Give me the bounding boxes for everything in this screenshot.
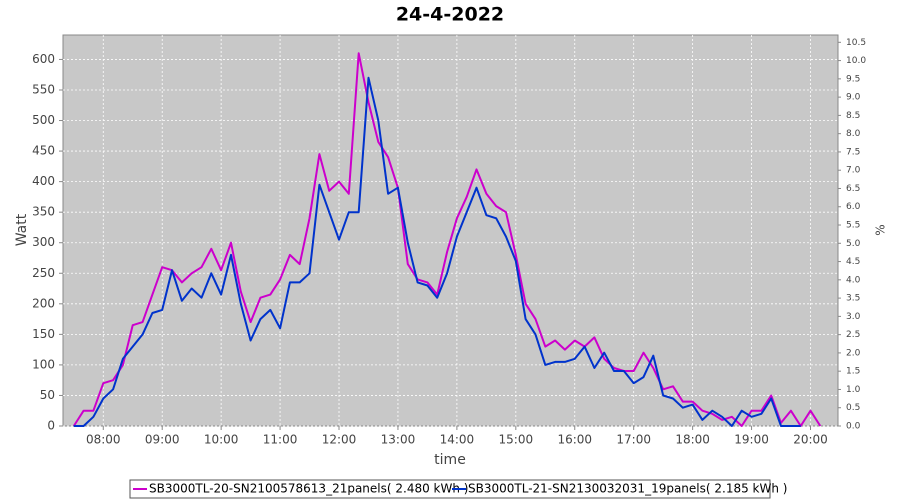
y2-tick-label: 10.5 xyxy=(846,38,866,48)
y2-tick-label: 3.0 xyxy=(846,312,861,322)
y2-tick-label: 8.0 xyxy=(846,129,861,139)
x-tick-label: 08:00 xyxy=(86,433,121,447)
series-line xyxy=(72,52,822,427)
x-tick-label: 16:00 xyxy=(557,433,592,447)
y2-tick-label: 9.5 xyxy=(846,74,860,84)
y-tick-label: 150 xyxy=(32,327,55,341)
y-tick-label: 600 xyxy=(32,52,55,66)
y2-tick-label: 3.5 xyxy=(846,294,860,304)
legend-label: SB3000TL-20-SN2100578613_21panels( 2.480… xyxy=(149,482,468,496)
x-tick-label: 17:00 xyxy=(616,433,651,447)
x-tick-label: 18:00 xyxy=(675,433,710,447)
y2-tick-label: 2.0 xyxy=(846,348,861,358)
y-tick-label: 250 xyxy=(32,266,55,280)
y-tick-label: 50 xyxy=(40,388,55,402)
y2-tick-label: 1.5 xyxy=(846,367,860,377)
chart-title: 24-4-2022 xyxy=(396,4,504,26)
x-tick-label: 13:00 xyxy=(381,433,416,447)
y2-tick-label: 0.5 xyxy=(846,403,860,413)
y-tick-label: 350 xyxy=(32,205,55,219)
x-tick-label: 14:00 xyxy=(440,433,475,447)
legend-label: SB3000TL-21-SN2130032031_19panels( 2.185… xyxy=(468,482,787,496)
x-tick-label: 15:00 xyxy=(499,433,534,447)
y2-tick-label: 4.0 xyxy=(846,275,861,285)
y2-tick-label: 6.0 xyxy=(846,202,861,212)
plot-area xyxy=(62,34,839,427)
y2-axis-label: % xyxy=(874,224,888,235)
y2-tick-label: 1.0 xyxy=(846,385,861,395)
y2-tick-label: 6.5 xyxy=(846,184,860,194)
series-line xyxy=(73,76,801,427)
y-tick-label: 0 xyxy=(47,419,55,433)
y2-tick-label: 5.0 xyxy=(846,239,861,249)
y2-tick-label: 10.0 xyxy=(846,56,866,66)
x-tick-label: 09:00 xyxy=(145,433,180,447)
y-tick-label: 500 xyxy=(32,113,55,127)
y2-tick-label: 8.5 xyxy=(846,111,860,121)
y2-tick-label: 4.5 xyxy=(846,257,860,267)
y-tick-label: 200 xyxy=(32,296,55,310)
x-tick-label: 12:00 xyxy=(322,433,357,447)
y-tick-label: 300 xyxy=(32,235,55,249)
x-tick-label: 20:00 xyxy=(793,433,828,447)
y-tick-label: 450 xyxy=(32,144,55,158)
y-tick-label: 400 xyxy=(32,174,55,188)
y2-tick-label: 7.5 xyxy=(846,147,860,157)
x-tick-label: 11:00 xyxy=(263,433,298,447)
y-tick-label: 100 xyxy=(32,357,55,371)
x-axis-label: time xyxy=(434,452,466,468)
x-tick-label: 19:00 xyxy=(734,433,769,447)
legend xyxy=(129,479,771,499)
y2-tick-label: 0.0 xyxy=(846,422,861,432)
x-tick-label: 10:00 xyxy=(204,433,239,447)
y2-tick-label: 5.5 xyxy=(846,221,860,231)
y2-tick-label: 7.0 xyxy=(846,166,861,176)
y2-tick-label: 9.0 xyxy=(846,93,861,103)
y-tick-label: 550 xyxy=(32,82,55,96)
y-axis-label: Watt xyxy=(14,213,30,246)
y2-tick-label: 2.5 xyxy=(846,330,860,340)
